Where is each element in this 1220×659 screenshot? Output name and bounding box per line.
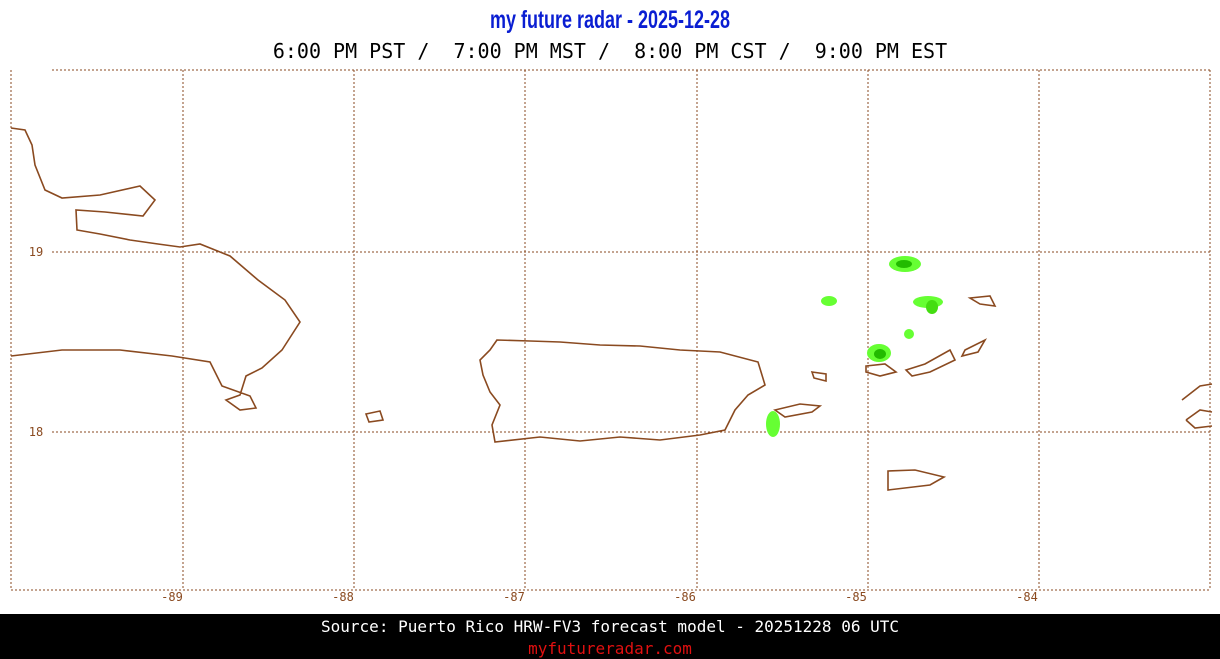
radar-echoes bbox=[766, 256, 943, 437]
footer-bar bbox=[0, 614, 1220, 659]
times: 6:00 PM PST / 7:00 PM MST / 8:00 PM CST … bbox=[273, 39, 947, 63]
lon-label: -87 bbox=[503, 590, 525, 604]
source: Source: Puerto Rico HRW-FV3 forecast mod… bbox=[321, 617, 899, 636]
lat-label: 18 bbox=[29, 425, 43, 439]
lon-label: -89 bbox=[161, 590, 183, 604]
map-grid bbox=[10, 69, 1211, 591]
title: my future radar - 2025-12-28 bbox=[490, 6, 730, 34]
lon-label: -84 bbox=[1016, 590, 1038, 604]
lon-label: -85 bbox=[845, 590, 867, 604]
grid-labels: -89 -88 -87 -86 -85 -84 19 18 bbox=[29, 245, 1038, 604]
lon-label: -88 bbox=[332, 590, 354, 604]
lat-label: 19 bbox=[29, 245, 43, 259]
site-link[interactable]: myfutureradar.com bbox=[528, 639, 692, 658]
lon-label: -86 bbox=[674, 590, 696, 604]
coastlines bbox=[10, 127, 1213, 491]
